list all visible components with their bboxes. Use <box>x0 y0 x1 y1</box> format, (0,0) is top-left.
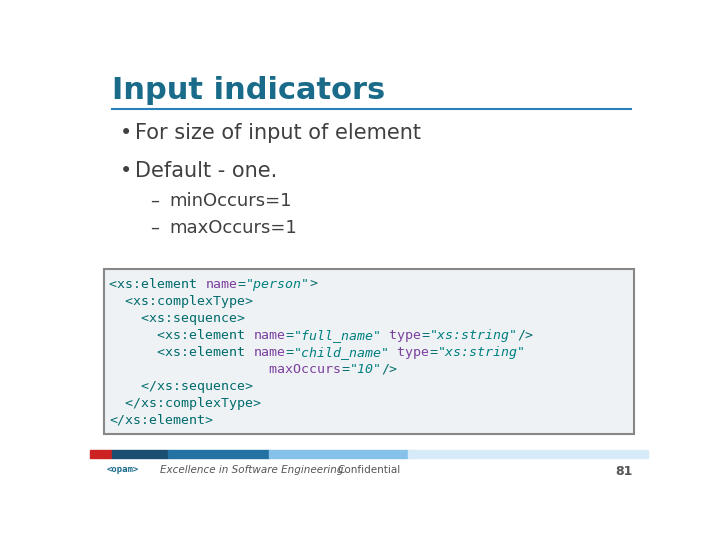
Text: name: name <box>253 346 285 359</box>
Text: />: /> <box>518 329 534 342</box>
Text: =: = <box>238 278 246 291</box>
Text: minOccurs=1: minOccurs=1 <box>170 192 292 210</box>
FancyBboxPatch shape <box>104 269 634 434</box>
Bar <box>90 450 112 457</box>
Text: <xs:sequence>: <xs:sequence> <box>109 312 246 325</box>
Text: type: type <box>390 346 429 359</box>
Text: 81: 81 <box>615 465 632 478</box>
Text: –: – <box>150 192 159 210</box>
Text: =: = <box>285 329 293 342</box>
Text: =: = <box>429 346 437 359</box>
Text: •: • <box>120 123 132 143</box>
Text: "xs:string": "xs:string" <box>437 346 526 359</box>
Text: <opam>: <opam> <box>107 465 139 474</box>
Text: </xs:complexType>: </xs:complexType> <box>109 397 261 410</box>
Text: "person": "person" <box>246 278 310 291</box>
Text: =: = <box>285 346 293 359</box>
Bar <box>269 450 408 457</box>
Text: />: /> <box>382 363 397 376</box>
Text: "10": "10" <box>349 363 382 376</box>
Text: maxOccurs: maxOccurs <box>109 363 341 376</box>
Text: "full_name": "full_name" <box>293 329 382 342</box>
Text: </xs:sequence>: </xs:sequence> <box>109 380 253 393</box>
Text: <xs:element: <xs:element <box>109 329 253 342</box>
Text: name: name <box>253 329 285 342</box>
Text: <xs:element: <xs:element <box>109 346 253 359</box>
Text: =: = <box>421 329 429 342</box>
Text: name: name <box>205 278 238 291</box>
Text: "child_name": "child_name" <box>293 346 390 359</box>
Bar <box>168 450 269 457</box>
Text: =: = <box>341 363 349 376</box>
Text: –: – <box>150 219 159 237</box>
Text: <xs:complexType>: <xs:complexType> <box>109 295 253 308</box>
Text: "xs:string": "xs:string" <box>429 329 518 342</box>
Text: >: > <box>310 278 318 291</box>
Text: For size of input of element: For size of input of element <box>135 123 421 143</box>
Text: Confidential: Confidential <box>338 465 400 475</box>
Text: </xs:element>: </xs:element> <box>109 414 213 427</box>
Text: type: type <box>382 329 421 342</box>
Text: maxOccurs=1: maxOccurs=1 <box>170 219 297 237</box>
Text: Input indicators: Input indicators <box>112 76 385 105</box>
Text: •: • <box>120 161 132 181</box>
Text: Excellence in Software Engineering: Excellence in Software Engineering <box>160 465 343 475</box>
Bar <box>112 450 168 457</box>
Bar <box>408 450 648 457</box>
Text: Default - one.: Default - one. <box>135 161 277 181</box>
Text: <xs:element: <xs:element <box>109 278 205 291</box>
